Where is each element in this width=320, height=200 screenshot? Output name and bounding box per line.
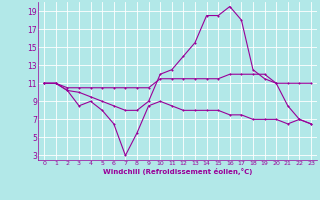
X-axis label: Windchill (Refroidissement éolien,°C): Windchill (Refroidissement éolien,°C) xyxy=(103,168,252,175)
